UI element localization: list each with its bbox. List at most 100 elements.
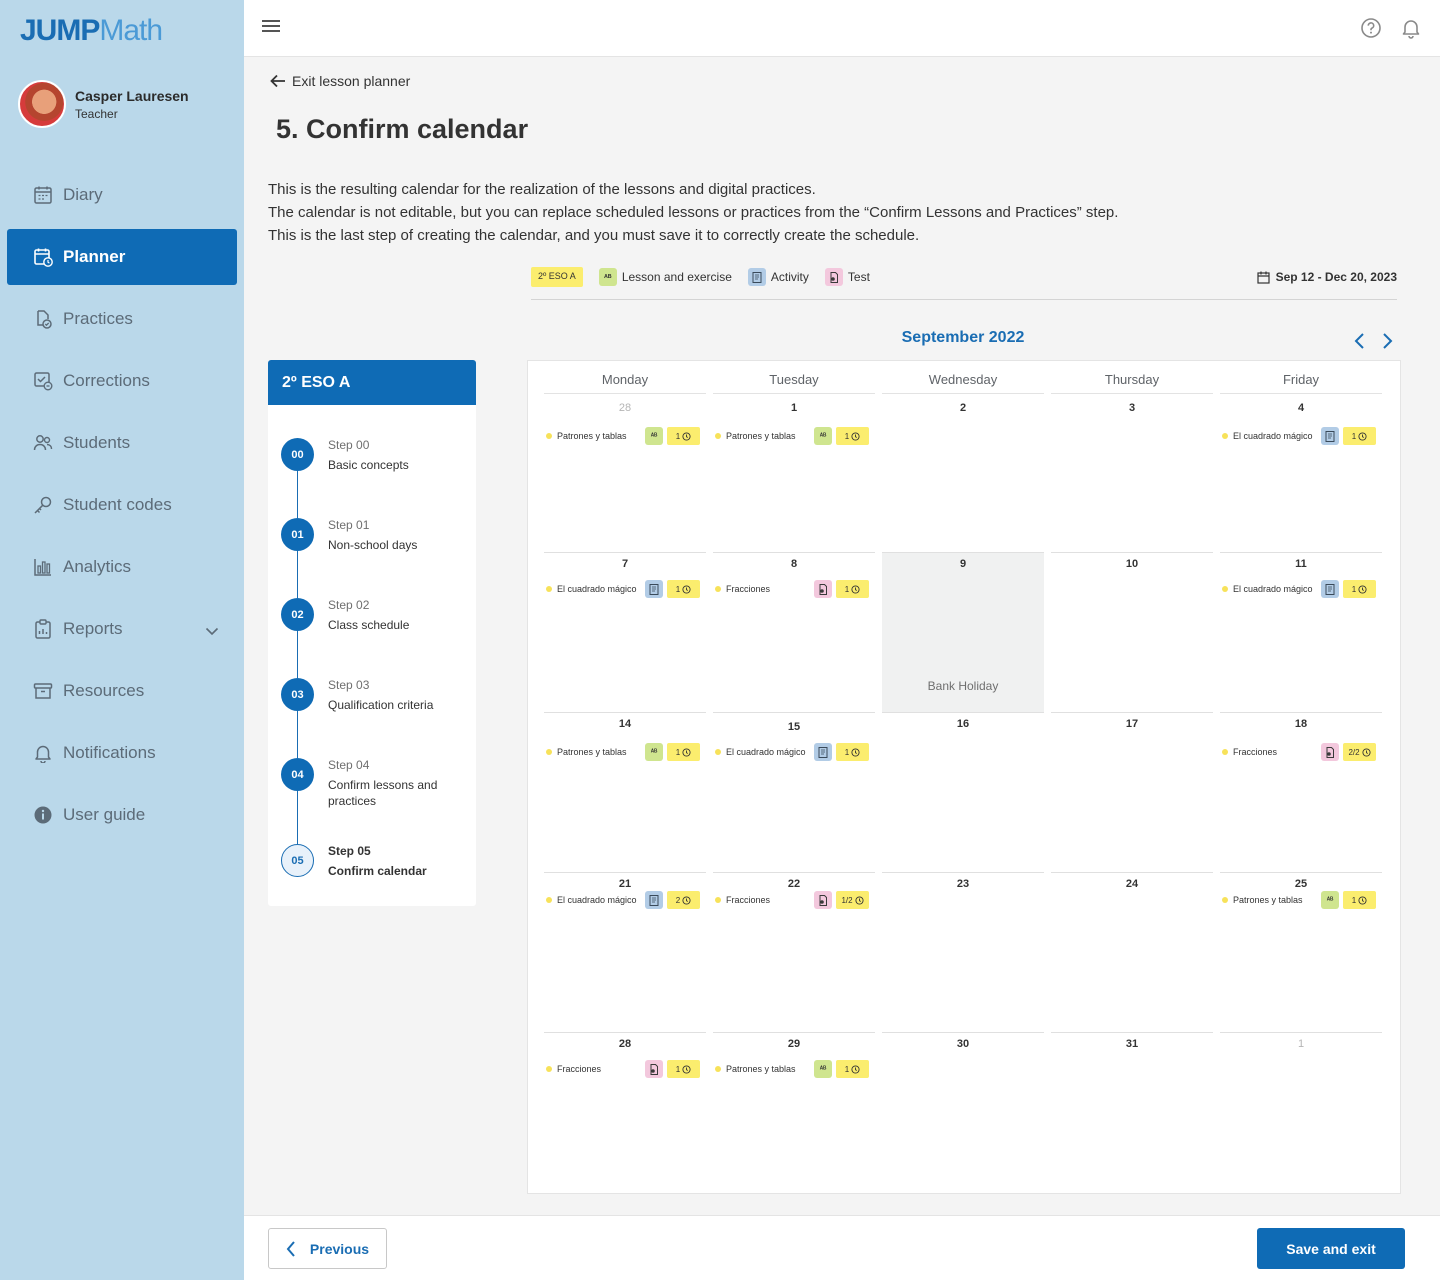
scheduled-event: Fracciones <box>546 1064 601 1074</box>
calendar-day-cell: 30 <box>882 1033 1044 1189</box>
session-count-badge: 1 <box>667 743 700 761</box>
day-number: 4 <box>1297 402 1305 414</box>
sidebar-item-corrections[interactable]: Corrections <box>7 353 237 409</box>
scheduled-event: El cuadrado mágico <box>546 895 637 905</box>
day-number: 14 <box>618 718 632 730</box>
day-number: 22 <box>787 878 801 890</box>
calendar-legend: 2º ESO A ᴬᴮ Lesson and exercise Activity … <box>531 267 1397 300</box>
sidebar-nav: Diary Planner Practices Corrections Students… <box>7 167 237 849</box>
step-item-00[interactable]: 00 Step 00 Basic concepts <box>281 438 471 473</box>
sidebar-item-analytics[interactable]: Analytics <box>7 539 237 595</box>
session-count: 2 <box>675 895 681 905</box>
day-number: 28 <box>618 402 632 414</box>
event-dot <box>715 1066 721 1072</box>
calendar-day-cell: 3 <box>1051 397 1213 553</box>
sidebar-item-notifications[interactable]: Notifications <box>7 725 237 781</box>
step-label: Step 01 <box>328 518 370 532</box>
step-number-badge: 05 <box>281 844 314 877</box>
user-profile[interactable]: Casper Lauresen Teacher <box>18 80 189 128</box>
session-count: 2/2 <box>1348 747 1360 757</box>
bell-icon <box>33 743 53 763</box>
date-range-label: Sep 12 - Dec 20, 2023 <box>1275 270 1397 284</box>
practices-icon <box>33 309 53 329</box>
week-divider <box>713 1032 875 1033</box>
step-connector <box>297 711 298 758</box>
chevron-left-icon <box>286 1240 295 1257</box>
step-name: Qualification criteria <box>328 698 434 712</box>
week-divider <box>544 872 706 873</box>
session-count-badge: 1 <box>667 1060 700 1078</box>
group-badge: 2º ESO A <box>531 267 583 287</box>
event-dot <box>546 897 552 903</box>
session-count-badge: 1 <box>836 427 869 445</box>
sidebar-item-student-codes[interactable]: Student codes <box>7 477 237 533</box>
previous-month-chevron-icon[interactable] <box>1352 332 1368 355</box>
event-dot <box>1222 897 1228 903</box>
session-count-badge: 1 <box>836 743 869 761</box>
clock-icon <box>680 747 691 757</box>
sidebar-item-diary[interactable]: Diary <box>7 167 237 223</box>
step-number-badge: 04 <box>281 758 314 791</box>
week-divider <box>1051 552 1213 553</box>
scheduled-event: Patrones y tablas <box>715 431 796 441</box>
session-count: 1 <box>675 584 681 594</box>
event-name: Patrones y tablas <box>557 431 627 441</box>
step-item-03[interactable]: 03 Step 03 Qualification criteria <box>281 678 471 713</box>
sidebar-item-students[interactable]: Students <box>7 415 237 471</box>
calendar-day-cell: 28 Patrones y tablas ᴬᴮ 1 <box>544 397 706 553</box>
event-dot <box>715 897 721 903</box>
event-dot <box>715 749 721 755</box>
planner-icon <box>33 247 53 267</box>
sidebar-item-user-guide[interactable]: User guide <box>7 787 237 843</box>
previous-label: Previous <box>309 1240 370 1257</box>
step-number-badge: 00 <box>281 438 314 471</box>
step-item-01[interactable]: 01 Step 01 Non-school days <box>281 518 471 553</box>
event-name: El cuadrado mágico <box>1233 431 1313 441</box>
day-number: 31 <box>1125 1038 1139 1050</box>
sidebar-item-planner[interactable]: Planner <box>7 229 237 285</box>
notifications-bell-icon[interactable] <box>1400 17 1422 44</box>
menu-icon[interactable] <box>262 18 280 39</box>
sidebar-item-resources[interactable]: Resources <box>7 663 237 719</box>
day-number: 17 <box>1125 718 1139 730</box>
day-number: 25 <box>1294 878 1308 890</box>
week-divider <box>882 872 1044 873</box>
save-and-exit-button[interactable]: Save and exit <box>1257 1228 1405 1269</box>
event-dot <box>1222 433 1228 439</box>
sidebar-item-label: Planner <box>63 247 126 266</box>
week-divider <box>1220 552 1382 553</box>
arrow-left-icon <box>270 74 285 88</box>
calendar-day-cell: 17 <box>1051 713 1213 873</box>
step-item-05[interactable]: 05 Step 05 Confirm calendar <box>281 844 471 879</box>
sidebar-item-practices[interactable]: Practices <box>7 291 237 347</box>
weekday-header: Tuesday <box>713 361 875 394</box>
step-name: Class schedule <box>328 618 410 632</box>
week-divider <box>544 712 706 713</box>
lesson-icon: ᴬᴮ <box>645 427 663 445</box>
calendar-grid: Monday Tuesday Wednesday Thursday Friday 28 Pa… <box>527 360 1401 1194</box>
step-number-badge: 03 <box>281 678 314 711</box>
week-divider <box>1051 712 1213 713</box>
chevron-down-icon[interactable] <box>205 621 219 641</box>
event-name: Patrones y tablas <box>557 747 627 757</box>
steps-card: 2º ESO A 00 Step 00 Basic concepts 01 Ste… <box>268 360 476 906</box>
next-month-chevron-icon[interactable] <box>1379 332 1395 355</box>
exit-lesson-planner-link[interactable]: Exit lesson planner <box>270 73 410 89</box>
previous-button[interactable]: Previous <box>268 1228 387 1269</box>
step-item-02[interactable]: 02 Step 02 Class schedule <box>281 598 471 633</box>
week-divider <box>713 552 875 553</box>
event-name: El cuadrado mágico <box>557 584 637 594</box>
holiday-label: Bank Holiday <box>927 679 999 693</box>
archive-icon <box>33 681 53 701</box>
step-label: Step 00 <box>328 438 370 452</box>
event-dot <box>546 586 552 592</box>
step-item-04[interactable]: 04 Step 04 Confirm lessons and practices <box>281 758 471 809</box>
week-divider <box>1220 1032 1382 1033</box>
step-label: Step 05 <box>328 844 371 858</box>
sidebar-item-label: Analytics <box>63 557 132 576</box>
sidebar-item-reports[interactable]: Reports <box>7 601 237 657</box>
legend-activity-label: Activity <box>770 270 809 284</box>
jumpmath-logo[interactable]: JUMPMath <box>20 14 163 48</box>
help-icon[interactable] <box>1360 17 1382 44</box>
day-number: 15 <box>787 721 801 733</box>
